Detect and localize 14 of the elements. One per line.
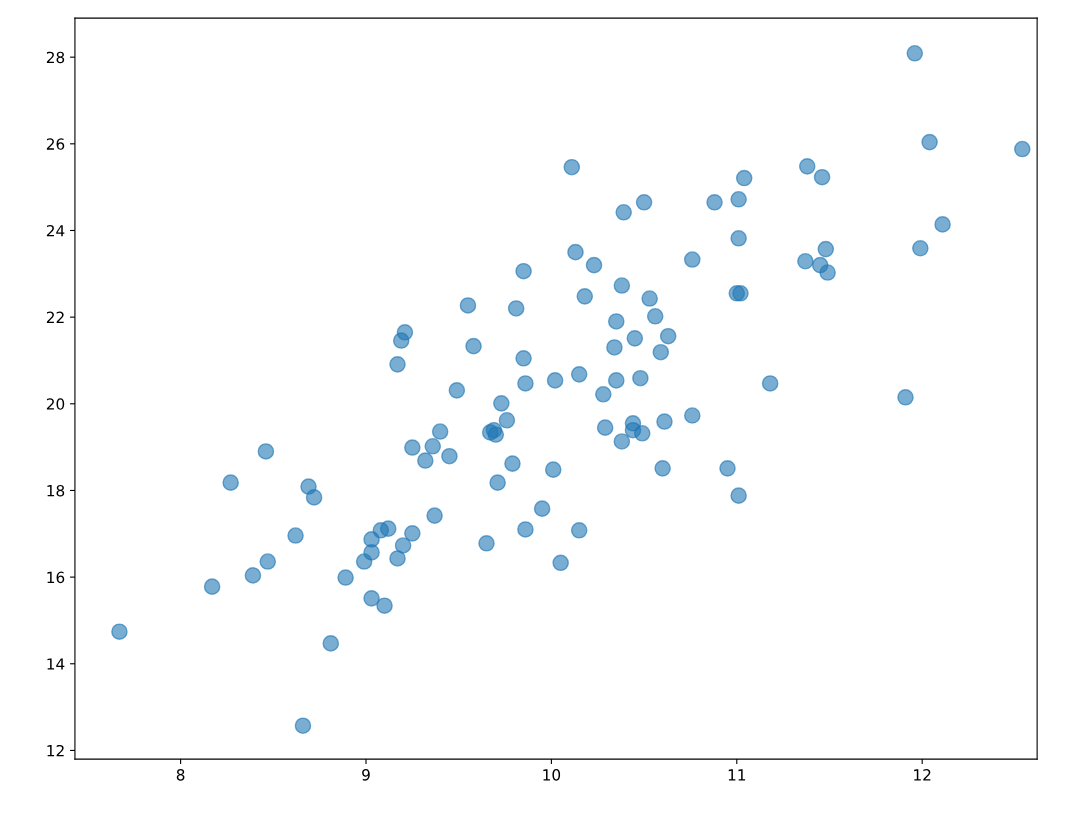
y-tick-label: 20 [46, 398, 65, 410]
x-tick-label: 8 [176, 769, 185, 781]
x-tick-label: 10 [543, 769, 561, 781]
y-tick-label: 24 [46, 224, 65, 237]
y-tick-label: 14 [47, 658, 65, 670]
x-tick-label: 11 [728, 769, 746, 781]
x-tick-label: 9 [362, 769, 370, 781]
y-tick-label: 26 [46, 138, 65, 150]
y-tick-label: 12 [47, 744, 64, 757]
y-tick-label: 22 [46, 311, 64, 323]
y-tick-label: 18 [47, 484, 65, 497]
x-tick-label: 12 [914, 769, 931, 781]
y-tick-label: 16 [47, 571, 65, 584]
y-tick-label: 28 [46, 51, 65, 64]
